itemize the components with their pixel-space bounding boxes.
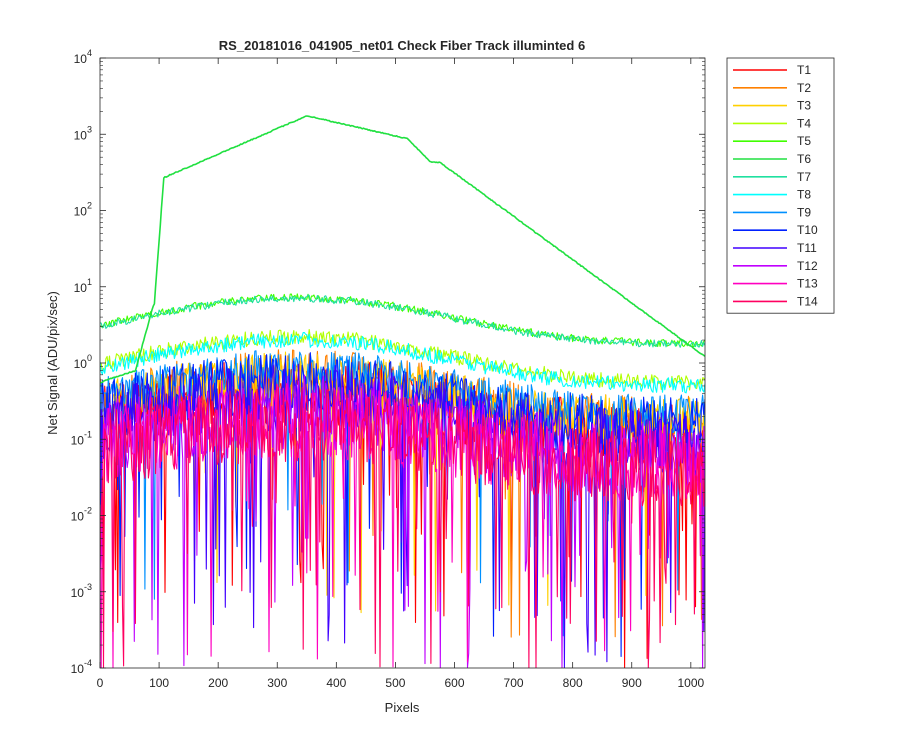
x-tick-label: 700	[504, 676, 524, 690]
series-line-t7	[100, 294, 705, 348]
y-tick-label: 10-4	[71, 658, 92, 676]
legend-label-t3: T3	[797, 99, 811, 113]
x-tick-label: 900	[622, 676, 642, 690]
series-line-t11	[100, 363, 705, 668]
legend-label-t7: T7	[797, 170, 811, 184]
x-axis-label: Pixels	[385, 700, 420, 715]
legend-label-t11: T11	[797, 241, 817, 255]
legend-label-t2: T2	[797, 81, 811, 95]
series-line-t6	[100, 115, 705, 384]
legend-label-t8: T8	[797, 188, 811, 202]
legend-label-t6: T6	[797, 152, 811, 166]
y-tick-label: 104	[74, 48, 92, 66]
chart-title: RS_20181016_041905_net01 Check Fiber Tra…	[219, 38, 585, 53]
x-tick-label: 200	[208, 676, 228, 690]
legend-label-t10: T10	[797, 223, 818, 237]
y-tick-label: 102	[74, 201, 92, 219]
x-tick-label: 600	[444, 676, 464, 690]
plot-background	[100, 58, 705, 668]
y-tick-label: 10-3	[71, 582, 92, 600]
x-tick-label: 400	[326, 676, 346, 690]
legend: T1 T2 T3 T4 T5 T6 T7 T8 T9 T10 T11 T12 T13 T14	[726, 57, 835, 314]
x-tick-label: 0	[97, 676, 104, 690]
y-axis-label: Net Signal (ADU/pix/sec)	[45, 291, 60, 435]
x-tick-label: 100	[149, 676, 169, 690]
plot-area	[100, 58, 705, 668]
legend-label-t14: T14	[797, 294, 818, 308]
legend-label-t1: T1	[797, 63, 811, 77]
legend-label-t12: T12	[797, 259, 818, 273]
x-tick-label: 500	[385, 676, 405, 690]
legend-box	[726, 57, 835, 314]
y-tick-label: 100	[74, 353, 92, 371]
axes: 0 100 200 300 400 500 600 700 800 900 1000 10-4 10-3…	[71, 48, 706, 690]
series-line-t8	[100, 331, 705, 394]
y-tick-label: 10-1	[71, 429, 92, 447]
series-line-t5	[100, 293, 705, 348]
x-tick-label: 300	[267, 676, 287, 690]
y-tick-label: 101	[74, 277, 92, 295]
legend-label-t4: T4	[797, 116, 811, 130]
y-tick-label: 10-2	[71, 506, 92, 524]
legend-label-t13: T13	[797, 277, 818, 291]
x-tick-label: 1000	[677, 676, 704, 690]
legend-label-t5: T5	[797, 134, 811, 148]
x-tick-label: 800	[563, 676, 583, 690]
y-tick-label: 103	[74, 124, 92, 142]
series-line-t14	[100, 386, 705, 668]
legend-label-t9: T9	[797, 205, 811, 219]
